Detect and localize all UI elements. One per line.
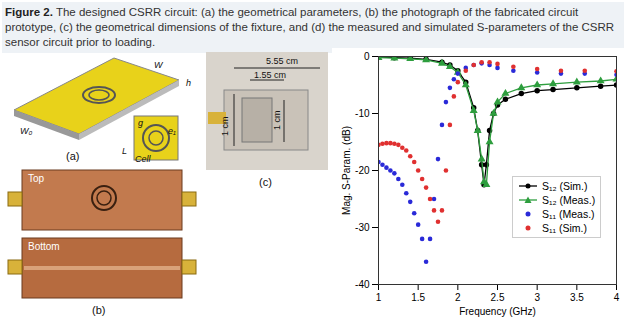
svg-text:0: 0 — [364, 51, 370, 62]
svg-text:W: W — [154, 60, 164, 70]
svg-text:W₀: W₀ — [20, 126, 32, 136]
html-text:S₁₂ (Meas.): S₁₂ (Meas.) — [542, 194, 596, 206]
svg-text:-30: -30 — [355, 222, 370, 233]
html-text:S₁₂ (Sim.): S₁₂ (Sim.) — [542, 180, 588, 192]
svg-text:Frequency (GHz): Frequency (GHz) — [459, 306, 536, 317]
svg-text:Top: Top — [28, 173, 45, 184]
svg-text:2: 2 — [455, 292, 461, 303]
svg-text:-40: -40 — [355, 279, 370, 290]
html-text:S₁₁ (Meas.): S₁₁ (Meas.) — [542, 208, 595, 220]
svg-text:-20: -20 — [355, 165, 370, 176]
svg-text:g: g — [138, 118, 143, 128]
svg-text:(a): (a) — [66, 150, 79, 162]
svg-text:Mag. S-Param. (dB): Mag. S-Param. (dB) — [341, 126, 352, 215]
svg-text:(b): (b) — [92, 304, 105, 316]
html-text:Figure 2. The designed CSRR ci: Figure 2. The designed CSRR circuit: (a)… — [5, 6, 615, 48]
svg-text:-10: -10 — [355, 108, 370, 119]
svg-text:h: h — [186, 78, 191, 88]
svg-text:1 cm: 1 cm — [272, 110, 282, 130]
svg-text:3.5: 3.5 — [570, 292, 584, 303]
svg-text:3: 3 — [534, 292, 540, 303]
svg-text:1.55 cm: 1.55 cm — [254, 70, 286, 80]
svg-text:1 cm: 1 cm — [220, 116, 230, 136]
svg-text:5.55 cm: 5.55 cm — [266, 56, 298, 66]
svg-text:L: L — [122, 146, 127, 156]
svg-text:1: 1 — [376, 292, 382, 303]
svg-text:4: 4 — [614, 292, 620, 303]
svg-text:2.5: 2.5 — [491, 292, 505, 303]
svg-text:1.5: 1.5 — [411, 292, 425, 303]
svg-text:e₁: e₁ — [168, 126, 176, 136]
svg-text:(c): (c) — [259, 176, 272, 188]
html-text:S₁₁ (Sim.): S₁₁ (Sim.) — [542, 222, 587, 234]
svg-text:Cell: Cell — [135, 154, 152, 164]
svg-text:Bottom: Bottom — [28, 241, 60, 252]
